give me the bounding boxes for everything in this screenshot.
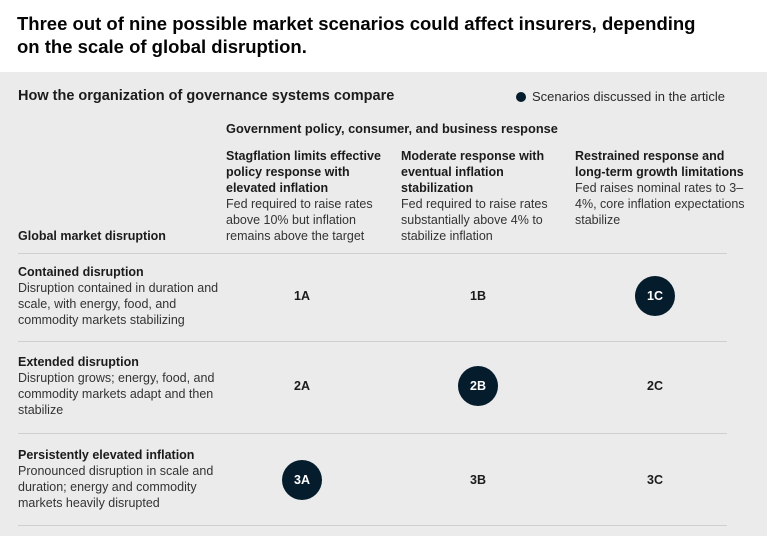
column-heading: Restrained response and long-term growth…	[575, 149, 744, 179]
column-header-c: Restrained response and long-term growth…	[575, 148, 745, 228]
row-header-1: Contained disruption Disruption containe…	[18, 264, 223, 328]
scenario-cell-1a: 1A	[294, 289, 310, 303]
row-description: Disruption contained in duration and sca…	[18, 281, 219, 327]
scenario-cell-3b: 3B	[470, 473, 486, 487]
column-group-header: Government policy, consumer, and busines…	[226, 121, 558, 136]
scenario-cell-2a: 2A	[294, 379, 310, 393]
row-heading: Persistently elevated inflation	[18, 448, 195, 462]
scenario-cell-2b: 2B	[458, 366, 498, 406]
matrix-subtitle: How the organization of governance syste…	[18, 88, 395, 104]
row-axis-label: Global market disruption	[18, 229, 166, 243]
row-heading: Extended disruption	[18, 355, 139, 369]
column-heading: Stagflation limits effective policy resp…	[226, 149, 381, 195]
matrix-panel: How the organization of governance syste…	[0, 72, 767, 536]
legend: Scenarios discussed in the article	[516, 89, 725, 104]
row-header-3: Persistently elevated inflation Pronounc…	[18, 447, 223, 511]
row-description: Pronounced disruption in scale and durat…	[18, 464, 214, 510]
scenario-cell-3a: 3A	[282, 460, 322, 500]
row-divider	[18, 253, 727, 254]
row-description: Disruption grows; energy, food, and comm…	[18, 371, 215, 417]
row-divider	[18, 433, 727, 434]
scenario-cell-2c: 2C	[647, 379, 663, 393]
row-heading: Contained disruption	[18, 265, 144, 279]
column-header-a: Stagflation limits effective policy resp…	[226, 148, 396, 244]
column-description: Fed required to raise rates above 10% bu…	[226, 197, 373, 243]
column-header-b: Moderate response with eventual inflatio…	[401, 148, 571, 244]
column-description: Fed required to raise rates substantiall…	[401, 197, 548, 243]
row-divider	[18, 341, 727, 342]
scenario-cell-1c: 1C	[635, 276, 675, 316]
row-header-2: Extended disruption Disruption grows; en…	[18, 354, 223, 418]
row-divider	[18, 525, 727, 526]
scenario-cell-3c: 3C	[647, 473, 663, 487]
chart-title: Three out of nine possible market scenar…	[17, 13, 696, 57]
scenario-cell-1b: 1B	[470, 289, 486, 303]
legend-dot-icon	[516, 91, 526, 102]
legend-label: Scenarios discussed in the article	[532, 89, 725, 104]
column-description: Fed raises nominal rates to 3–4%, core i…	[575, 181, 745, 227]
column-heading: Moderate response with eventual inflatio…	[401, 149, 545, 195]
